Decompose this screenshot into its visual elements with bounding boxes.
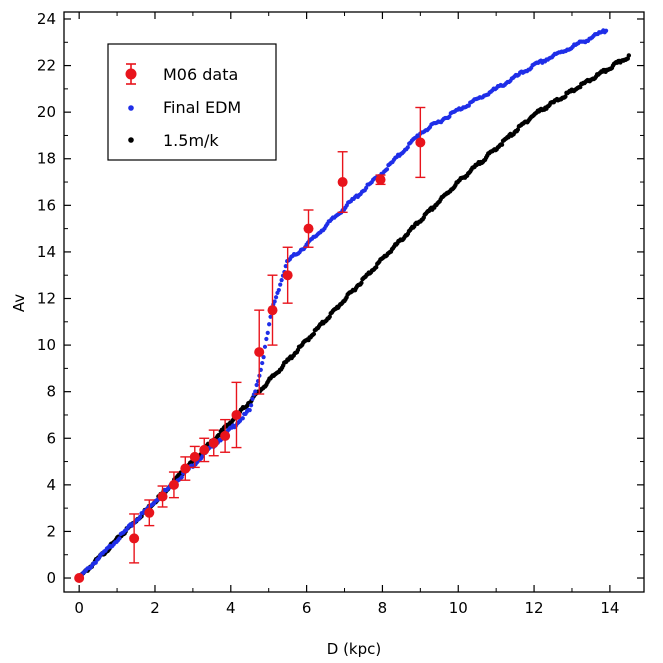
x-tick-label: 0 (74, 599, 84, 617)
legend-15mk-marker (128, 137, 134, 143)
data-point (327, 314, 332, 319)
data-point (405, 145, 410, 150)
x-tick-label: 4 (226, 599, 236, 617)
x-tick-labels: 0 2 4 6 8 10 12 14 (74, 599, 619, 617)
data-point (267, 322, 272, 327)
m06-data-point (74, 573, 85, 584)
m06-data-point (231, 409, 242, 420)
y-tick-label: 10 (37, 336, 56, 354)
m06-data-point (144, 507, 155, 518)
data-point (311, 331, 317, 337)
data-point (272, 299, 277, 304)
x-tick-label: 2 (150, 599, 160, 617)
data-point (138, 514, 143, 519)
y-tick-label: 8 (46, 383, 56, 401)
y-tick-label: 24 (37, 10, 56, 28)
y-tick-label: 12 (37, 290, 56, 308)
data-point (276, 287, 281, 293)
y-tick-label: 2 (46, 522, 56, 540)
x-tick-label: 14 (600, 599, 619, 617)
data-point (626, 53, 632, 58)
data-point (261, 354, 266, 360)
x-tick-label: 10 (449, 599, 468, 617)
data-point (254, 382, 259, 388)
y-tick-label: 16 (37, 196, 56, 214)
y-tick-label: 14 (37, 243, 56, 261)
legend: M06 data Final EDM 1.5m/k (107, 43, 277, 161)
series-m06-data (74, 106, 426, 584)
legend-edm-label: Final EDM (163, 98, 241, 117)
m06-data-point (180, 463, 191, 474)
x-axis-title: D (kpc) (327, 640, 381, 658)
legend-edm-marker (128, 105, 134, 111)
data-point (359, 280, 364, 286)
data-point (447, 114, 452, 119)
y-tick-label: 20 (37, 103, 56, 121)
y-axis-title: Av (10, 294, 28, 312)
legend-box (107, 43, 277, 161)
data-point (253, 389, 258, 394)
m06-data-point (189, 451, 200, 462)
plot-frame (63, 11, 645, 593)
data-point (283, 264, 288, 269)
data-point (179, 475, 184, 480)
x-tick-label: 8 (378, 599, 388, 617)
data-point (260, 360, 265, 366)
y-tick-label: 18 (37, 150, 56, 168)
m06-data-point (168, 479, 179, 490)
m06-data-point (303, 223, 314, 234)
x-tick-label: 6 (302, 599, 312, 617)
data-point (374, 265, 379, 270)
m06-data-point (254, 347, 265, 358)
data-point (249, 403, 254, 408)
m06-data-point (157, 491, 168, 502)
legend-entry-1-5m-k: 1.5m/k (128, 131, 219, 150)
data-point (247, 408, 252, 413)
legend-m06-label: M06 data (163, 65, 238, 84)
legend-entry-final-edm: Final EDM (128, 98, 241, 117)
m06-data-point (337, 177, 348, 188)
data-point (384, 167, 390, 172)
data-point (262, 344, 268, 349)
m06-data-point (267, 305, 278, 316)
y-tick-label: 0 (46, 569, 56, 587)
data-point (250, 396, 255, 401)
data-point (240, 416, 245, 421)
m06-data-point (199, 444, 210, 455)
m06-data-point (129, 533, 140, 544)
m06-data-point (208, 437, 219, 448)
data-point (264, 336, 269, 342)
m06-data-point (375, 174, 386, 185)
y-tick-label: 22 (37, 57, 56, 75)
y-tick-label: 6 (46, 429, 56, 447)
y-tick-label: 4 (46, 476, 56, 494)
data-point (364, 185, 369, 190)
m06-data-point (220, 430, 231, 441)
data-point (499, 142, 505, 147)
data-point (117, 536, 122, 541)
m06-data-point (282, 270, 293, 281)
legend-15mk-label: 1.5m/k (163, 131, 219, 150)
m06-data-point (415, 137, 426, 148)
data-point (563, 94, 568, 99)
legend-m06-marker (125, 68, 137, 80)
data-point (603, 28, 609, 33)
data-point (273, 295, 279, 300)
x-tick-label: 12 (525, 599, 544, 617)
data-point (278, 282, 283, 287)
data-point (268, 314, 273, 319)
axis-ticks (64, 12, 644, 592)
data-point (265, 330, 270, 335)
data-point (279, 278, 284, 283)
legend-entry-m06: M06 data (125, 63, 238, 85)
